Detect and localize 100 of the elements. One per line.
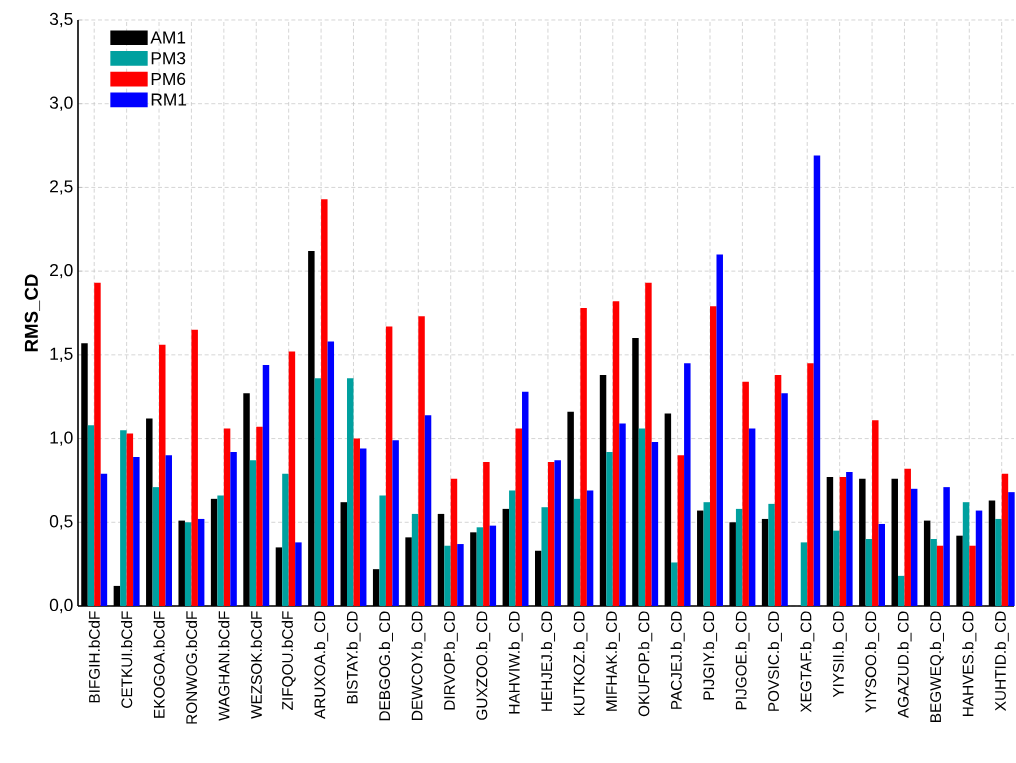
bar [833,530,840,606]
legend-label: PM6 [151,72,186,86]
bar [385,326,393,606]
bar [651,441,659,606]
bar [126,433,134,606]
bar [865,539,873,606]
y-tick-label: 3,0 [49,96,73,111]
bar [742,381,749,606]
bar [748,428,756,606]
bar [262,364,270,606]
bar [936,545,944,606]
y-tick-label: 2,5 [50,180,73,195]
x-tick-label: PACJEJ.b_CD [670,611,685,709]
x-tick-label: KUTKOZ.b_CD [573,611,588,716]
bar [392,440,399,606]
bar [457,544,464,606]
legend-label: RM1 [151,93,187,106]
bar [962,502,970,606]
bar [710,306,717,606]
bar [282,473,289,606]
x-tick-label: HAHVES.b_CD [962,611,977,716]
bar [716,254,723,606]
bar [359,448,367,606]
bar [223,428,231,606]
x-tick-label: OKUFOP.b_CD [638,611,653,717]
bar [353,438,360,606]
bar [774,374,782,606]
bar [379,495,386,606]
x-tick-label: HEHJEJ.b_CD [540,611,556,711]
bar [120,430,127,606]
bar [87,425,95,606]
bar [295,542,302,606]
bar [612,301,620,606]
bar [515,428,523,606]
bar [1008,492,1015,606]
x-tick-label: BEGWEQ.b_CD [929,611,944,722]
x-tick-label: PIJGIY.b_CD [702,611,718,700]
x-tick-label: HAHVIW.b_CD [508,611,523,714]
bar [677,455,685,606]
bar [619,423,626,606]
x-tick-label: DIRVOP.b_CD [443,611,458,710]
bar [807,363,814,606]
bar [839,477,847,606]
bar [735,508,743,606]
bar [878,523,886,606]
bar [638,428,646,606]
bar [450,478,458,606]
bar [547,462,555,606]
bar [191,329,198,606]
bar [975,510,983,606]
y-axis-title: RMS_CD [24,274,41,352]
bar [483,462,490,606]
x-tick-label: PIJGOE.b_CD [735,611,750,710]
bar [217,495,224,606]
bar [424,415,432,606]
bar [347,378,354,606]
bar [411,513,419,606]
bar [930,539,937,606]
bar [541,507,548,606]
bar [249,460,257,606]
bar [897,575,905,606]
bar [509,490,516,606]
bar [781,393,788,606]
bar [184,522,192,606]
bar [904,468,911,606]
bar [197,518,205,606]
bar [133,456,140,606]
x-tick-label: BIFGIH.bCdF [88,611,100,703]
x-tick-label: DEBGOG.b_CD [378,611,393,721]
legend-label: PM3 [151,52,186,65]
bar [327,341,335,606]
bar [152,487,160,606]
x-tick-label: BISTAY.b_CD [346,611,361,704]
x-tick-label: YIYSII.b_CD [832,611,847,698]
bar [580,307,587,606]
bar [703,502,710,606]
y-tick-label: 3,5 [49,12,73,28]
bar [444,545,451,606]
bar [321,199,328,606]
x-tick-label: WAGHAN.bCdF [218,611,230,721]
bar [969,545,976,606]
x-tick-label: WEZSOK.bCdF [250,611,262,719]
bar [943,487,950,606]
y-tick-label: 0,0 [49,598,73,614]
y-tick-label: 1,5 [50,347,73,362]
bar [846,472,853,606]
bar [1001,473,1009,606]
bar [573,498,581,606]
bar [872,420,879,606]
bar [768,503,775,606]
bar [165,455,172,606]
x-tick-label: MIFHAK.b_CD [605,611,620,711]
x-tick-label: POVSIC.b_CD [767,611,782,711]
bar [522,391,529,606]
bar [489,525,497,606]
bar [606,451,613,606]
bar [476,527,484,606]
x-tick-label: RONWOG.bCdF [185,611,198,724]
bar [288,351,296,606]
bar [813,155,821,606]
